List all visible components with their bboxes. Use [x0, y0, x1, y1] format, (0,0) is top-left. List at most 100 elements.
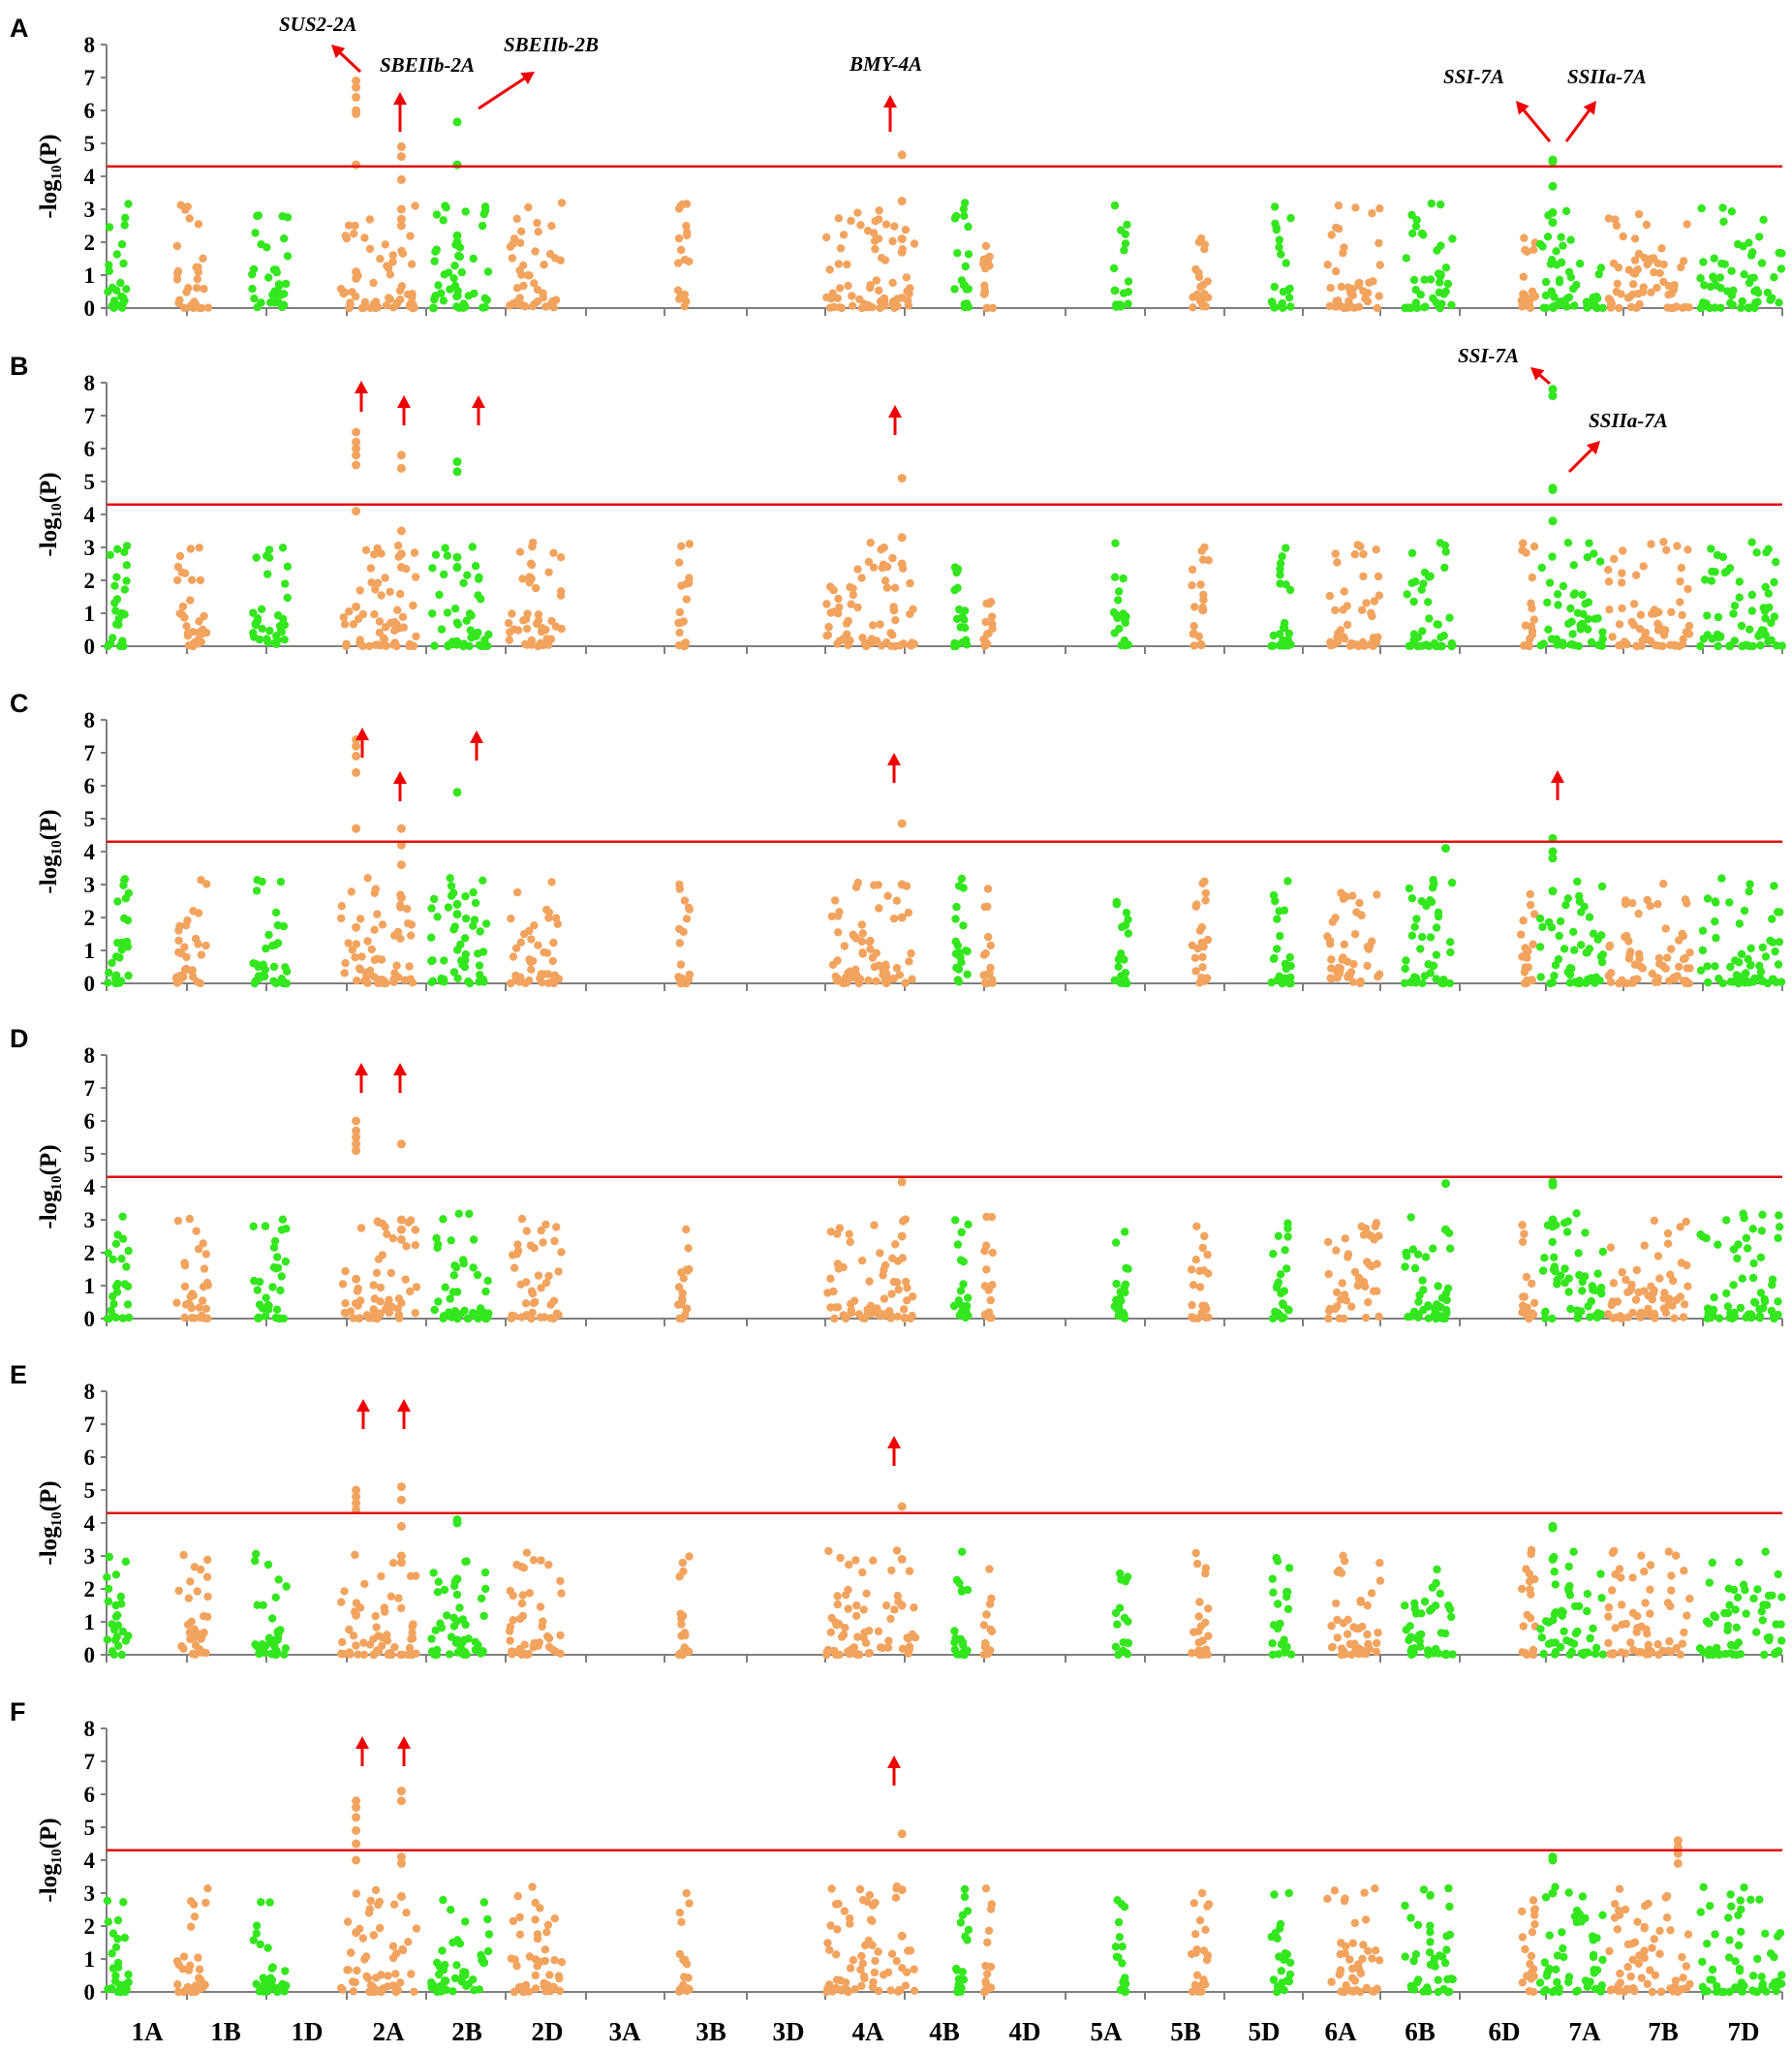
snp-point [861, 1638, 871, 1648]
peak-point [352, 82, 361, 92]
snp-point [1518, 1301, 1528, 1310]
snp-point [960, 299, 969, 309]
snp-point [480, 641, 490, 651]
y-tick-label: 8 [84, 1717, 96, 1741]
snp-point [1725, 1936, 1734, 1944]
snp-point [375, 617, 385, 626]
snp-point [1363, 943, 1373, 951]
snp-point [1605, 606, 1614, 614]
snp-point [1699, 258, 1708, 266]
snp-point [556, 553, 566, 562]
snp-point [1604, 566, 1613, 575]
background-points [103, 1545, 1786, 1660]
snp-point [352, 1889, 361, 1898]
snp-point [1364, 1946, 1373, 1955]
snp-point [1521, 621, 1530, 630]
snp-point [1717, 874, 1726, 883]
snp-point [1588, 1932, 1597, 1941]
peak-2A [352, 1796, 361, 1938]
snp-point [1323, 932, 1332, 941]
snp-point [201, 1304, 211, 1314]
snp-point [1630, 234, 1640, 243]
snp-point [118, 637, 127, 645]
snp-point [403, 904, 412, 914]
snp-point [827, 1613, 836, 1623]
snp-point [1527, 1951, 1536, 1961]
snp-point [479, 978, 488, 986]
y-tick-label: 6 [84, 99, 96, 123]
snp-point [851, 1556, 860, 1565]
snp-point [1777, 1620, 1785, 1629]
snp-point [1628, 1955, 1637, 1965]
snp-point [1646, 901, 1654, 911]
snp-point [1584, 1302, 1592, 1311]
snp-point [1710, 1292, 1718, 1302]
snp-point [1286, 213, 1295, 223]
y-tick-label: 5 [84, 132, 96, 156]
snp-point [1269, 631, 1279, 640]
snp-point [826, 1274, 835, 1284]
snp-point [1657, 1987, 1666, 1996]
snp-point [111, 952, 121, 961]
snp-point [407, 1970, 416, 1978]
snp-point [392, 620, 401, 629]
snp-point [1540, 1958, 1550, 1967]
snp-point [1415, 1290, 1424, 1299]
snp-point [1419, 231, 1428, 239]
snp-point [1651, 609, 1659, 618]
snp-point [272, 632, 281, 640]
snp-point [1432, 975, 1440, 983]
snp-point [1121, 920, 1130, 929]
snp-point [857, 1951, 866, 1961]
snp-point [986, 963, 995, 973]
snp-point [982, 1241, 991, 1250]
snp-point [249, 608, 258, 617]
snp-point [1198, 606, 1207, 614]
snp-point [1424, 598, 1433, 606]
snp-point [1648, 1987, 1656, 1997]
snp-point [1608, 633, 1617, 641]
peak-point [452, 237, 462, 247]
peak-point [352, 444, 361, 453]
snp-point [1530, 1905, 1540, 1913]
snp-point [1573, 1306, 1582, 1315]
snp-point [833, 639, 842, 648]
snp-point [835, 908, 844, 917]
snp-point [1123, 1572, 1132, 1581]
snp-point [1670, 1314, 1679, 1322]
chromosome-label: 3D [773, 2017, 805, 2046]
snp-point [337, 1598, 346, 1606]
snp-point [1520, 233, 1529, 242]
snp-point [964, 250, 973, 259]
snp-point [523, 609, 532, 618]
snp-point [1282, 259, 1290, 267]
panel-label: D [10, 1024, 29, 1053]
snp-point [1634, 1959, 1644, 1969]
snp-point [1406, 1213, 1415, 1222]
snp-point [1636, 610, 1646, 619]
snp-point [1679, 931, 1688, 941]
snp-point [1344, 957, 1352, 966]
snp-point [1564, 1562, 1573, 1571]
snp-point [1117, 301, 1126, 310]
snp-point [1447, 1612, 1456, 1622]
y-tick-label: 1 [84, 1274, 96, 1298]
snp-point [1282, 1264, 1291, 1273]
snp-point [834, 594, 843, 604]
snp-point [904, 908, 913, 917]
peak-point [1548, 1855, 1558, 1865]
snp-point [988, 1281, 997, 1290]
peak-point [396, 1891, 406, 1901]
snp-point [1756, 1253, 1766, 1262]
snp-point [1682, 979, 1690, 987]
snp-point [437, 625, 447, 634]
snp-point [1350, 550, 1360, 559]
snp-point [1519, 1622, 1528, 1631]
snp-point [174, 1586, 183, 1596]
y-tick-label: 5 [84, 470, 96, 494]
snp-point [458, 1637, 467, 1647]
snp-point [1528, 976, 1536, 985]
snp-point [1706, 1975, 1715, 1984]
snp-point [1283, 641, 1292, 650]
snp-point [428, 303, 438, 313]
